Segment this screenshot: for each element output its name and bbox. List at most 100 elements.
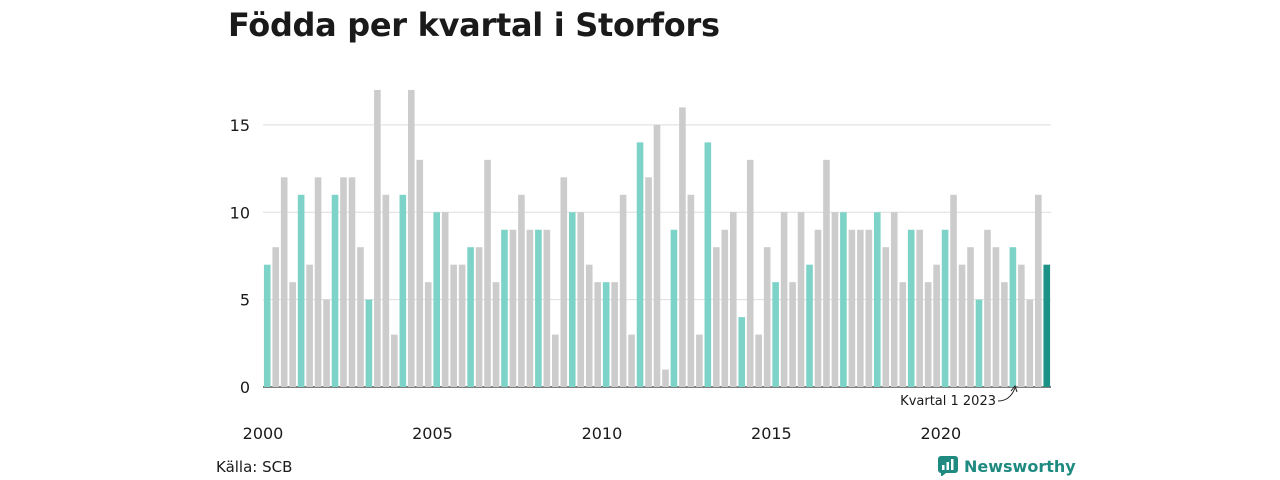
bar [391, 334, 398, 387]
bar [594, 282, 601, 387]
bar [941, 229, 949, 387]
bar [662, 369, 669, 387]
bar [670, 229, 678, 387]
x-tick-label: 2000 [243, 424, 284, 443]
bar [984, 229, 991, 387]
bar [738, 317, 746, 387]
y-tick-labels: 0 5 10 15 [230, 116, 250, 397]
bar [950, 194, 957, 387]
bar [645, 177, 652, 387]
bar [509, 229, 517, 387]
bar [467, 247, 474, 387]
bar [696, 334, 703, 387]
bar [823, 159, 830, 387]
bar [552, 334, 559, 387]
x-tick-label: 2015 [751, 424, 792, 443]
bar [797, 212, 805, 387]
bar [958, 264, 966, 387]
bar [492, 282, 500, 387]
bar [899, 282, 907, 387]
bar [679, 107, 686, 388]
bar [1034, 194, 1042, 387]
brand-logo[interactable]: Newsworthy [938, 456, 1076, 476]
annotation-arrow [997, 387, 1016, 402]
bar [433, 212, 440, 387]
bars [263, 89, 1051, 388]
bar [475, 247, 483, 387]
bar [424, 282, 432, 387]
y-tick-label: 15 [230, 116, 250, 135]
bar [975, 299, 983, 387]
annotation: Kvartal 1 2023 [900, 384, 1018, 409]
bar [407, 89, 415, 387]
bar [780, 212, 788, 387]
bar [763, 247, 771, 387]
bar [365, 299, 373, 387]
bar [484, 159, 491, 387]
bar [535, 229, 542, 387]
bar [772, 282, 779, 387]
brand-name: Newsworthy [964, 456, 1076, 476]
bar [713, 247, 720, 387]
bar [1009, 247, 1017, 387]
y-tick-label: 10 [230, 203, 250, 222]
bar [577, 212, 585, 387]
bar [382, 194, 390, 387]
bar [933, 264, 940, 387]
bar [924, 282, 932, 387]
bar [865, 229, 873, 387]
bar [755, 334, 762, 387]
x-tick-label: 2010 [582, 424, 623, 443]
bar [857, 229, 864, 387]
bar [848, 229, 856, 387]
annotation-label: Kvartal 1 2023 [900, 394, 996, 409]
bar [890, 212, 898, 387]
bar [729, 212, 737, 387]
bar [399, 194, 407, 387]
bar [653, 124, 661, 387]
newsworthy-logo-icon [938, 456, 958, 476]
bar [882, 247, 890, 387]
bar [323, 299, 330, 387]
bar [501, 229, 508, 387]
y-tick-label: 0 [240, 378, 250, 397]
bar [331, 194, 339, 387]
bar [585, 264, 593, 387]
bar [543, 229, 551, 387]
bar [619, 194, 627, 387]
bar [746, 159, 754, 387]
source-note: Källa: SCB [216, 458, 293, 476]
bar [314, 177, 322, 387]
bar [568, 212, 576, 387]
bar [374, 89, 381, 387]
bar [348, 177, 356, 387]
bar [628, 334, 635, 387]
bar [560, 177, 568, 387]
bar [831, 212, 839, 387]
bar [289, 282, 296, 387]
bar [306, 264, 313, 387]
bar [458, 264, 466, 387]
bar [602, 282, 610, 387]
bar [441, 212, 449, 387]
bar [1018, 264, 1025, 387]
bar [280, 177, 288, 387]
x-tick-labels: 2000 2005 2010 2015 2020 [243, 424, 962, 443]
bar [916, 229, 923, 387]
bar [789, 282, 796, 387]
bar [907, 229, 915, 387]
bar [992, 247, 1000, 387]
bar [806, 264, 813, 387]
bar [611, 282, 618, 387]
bar [687, 194, 695, 387]
bar [518, 194, 525, 387]
bar [450, 264, 457, 387]
bar [704, 142, 712, 387]
annotation-arrowhead [1010, 384, 1018, 393]
bar [721, 229, 729, 387]
bar [967, 247, 974, 387]
bar [1001, 282, 1008, 387]
bar [814, 229, 822, 387]
bar [297, 194, 305, 387]
